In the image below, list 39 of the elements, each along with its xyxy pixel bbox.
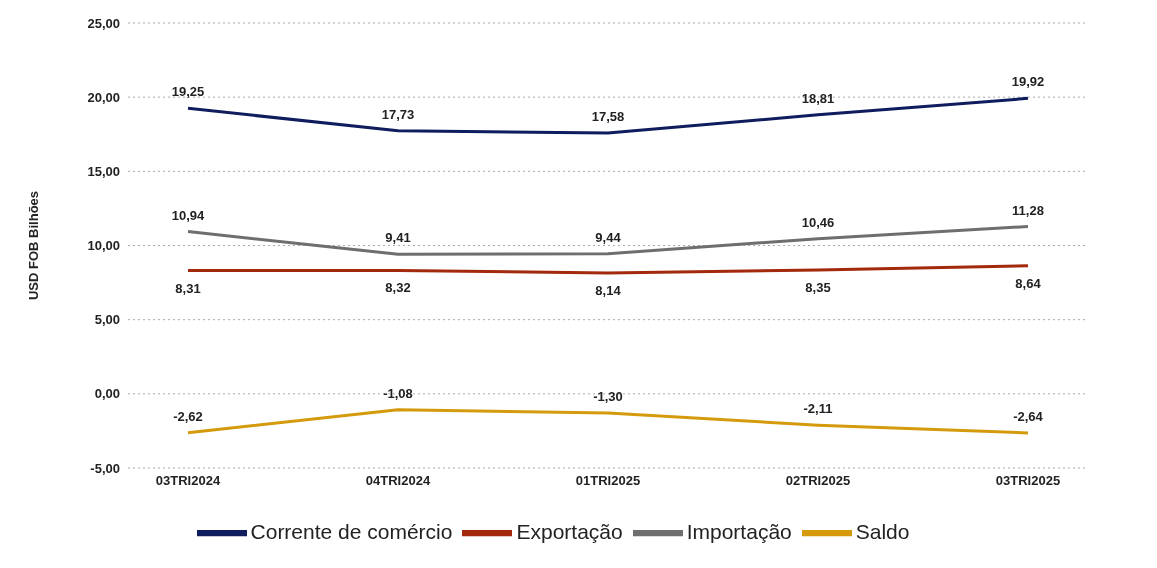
data-label: -2,62	[173, 408, 203, 424]
y-tick-label: 5,00	[94, 312, 120, 328]
x-tick-label: 02TRI2025	[785, 473, 851, 489]
data-label: -2,64	[1013, 408, 1044, 424]
data-label: 11,28	[1012, 202, 1044, 218]
data-label: 8,35	[805, 279, 831, 295]
line-series	[186, 264, 1030, 275]
legend-label: Importação	[686, 519, 792, 543]
y-tick-label: -5,00	[90, 460, 120, 476]
x-tick-label: 01TRI2025	[575, 473, 641, 489]
legend-label: Corrente de comércio	[250, 519, 453, 543]
data-label: 8,64	[1015, 275, 1042, 291]
y-tick-label: 15,00	[87, 163, 120, 179]
data-label: 8,14	[595, 283, 622, 299]
y-tick-label: 25,00	[87, 15, 120, 31]
data-label: 18,81	[801, 90, 835, 106]
x-tick-label: 03TRI2025	[995, 473, 1061, 489]
data-label: 9,41	[385, 230, 411, 246]
y-tick-label: 10,00	[87, 238, 120, 254]
y-tick-label: 0,00	[94, 386, 120, 402]
x-tick-label: 03TRI2024	[155, 473, 221, 489]
data-label: 10,46	[801, 214, 835, 230]
x-tick-label: 04TRI2024	[365, 473, 431, 489]
y-tick-label: 20,00	[87, 89, 120, 105]
y-axis-title: USD FOB Bilhões	[25, 190, 41, 301]
data-label: 9,44	[595, 229, 622, 245]
data-label: 19,25	[171, 84, 205, 100]
data-label: 8,32	[385, 280, 411, 296]
data-label: 19,92	[1011, 74, 1045, 90]
legend-label: Exportação	[516, 519, 623, 543]
data-label: 8,31	[175, 280, 201, 296]
data-label: -1,30	[593, 389, 623, 405]
legend-label: Saldo	[855, 519, 910, 543]
data-label: -1,08	[383, 385, 413, 401]
data-label: 17,58	[591, 109, 625, 125]
line-series	[186, 96, 1030, 135]
data-label: 17,73	[381, 106, 415, 122]
data-label: -2,11	[803, 401, 833, 417]
data-label: 10,94	[171, 207, 206, 223]
